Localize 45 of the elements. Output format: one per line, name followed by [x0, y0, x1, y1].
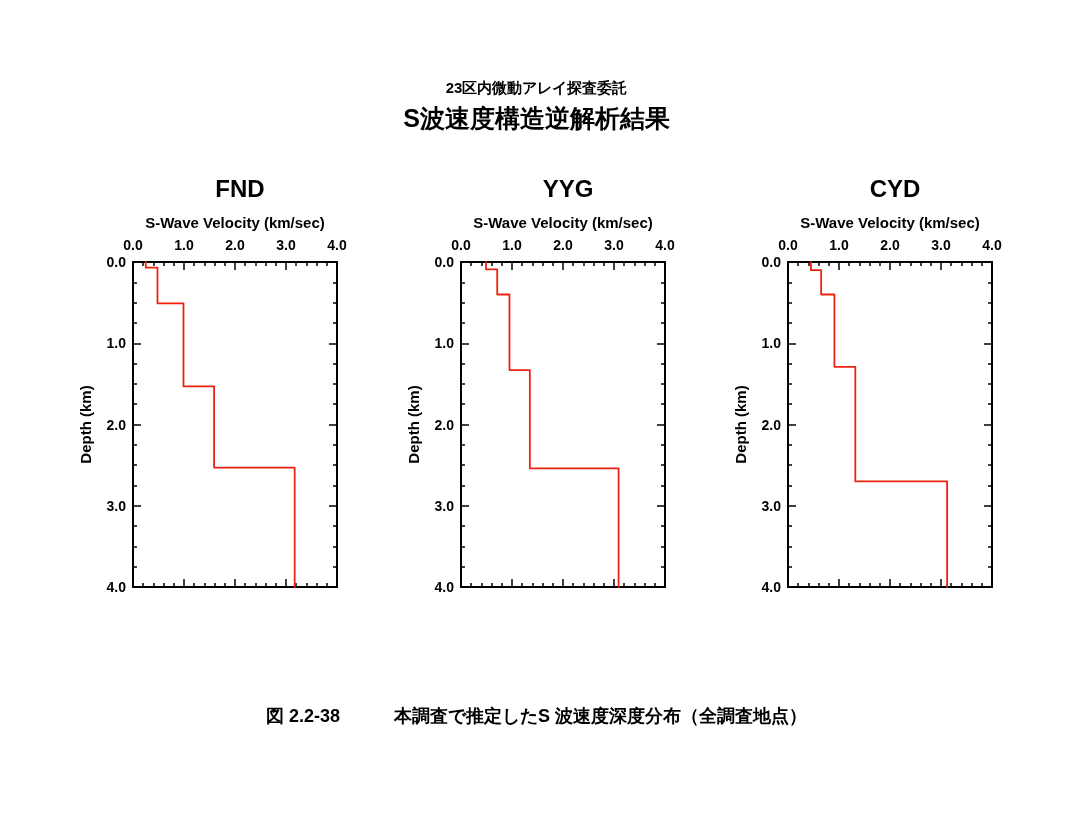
x-tick-label: 2.0	[552, 237, 573, 253]
y-tick-label: 2.0	[434, 416, 454, 433]
x-axis-title: S-Wave Velocity (km/sec)	[145, 214, 325, 231]
x-axis-title: S-Wave Velocity (km/sec)	[800, 214, 980, 231]
x-tick-label: 4.0	[327, 237, 347, 253]
y-tick-label: 0.0	[434, 254, 454, 270]
y-tick-label: 2.0	[106, 416, 127, 433]
y-tick-label: 1.0	[106, 335, 127, 352]
x-tick-label: 3.0	[931, 237, 951, 253]
x-tick-label: 0.0	[778, 237, 798, 253]
x-tick-label: 2.0	[225, 237, 245, 253]
y-tick-label: 4.0	[434, 579, 454, 595]
x-tick-label: 1.0	[829, 237, 849, 253]
y-tick-label: 0.0	[761, 254, 782, 270]
x-tick-label: 4.0	[654, 237, 675, 253]
y-tick-label: 1.0	[434, 335, 454, 352]
y-tick-label: 4.0	[761, 579, 782, 595]
y-axis-title: Depth (km)	[732, 385, 749, 464]
x-axis-title: S-Wave Velocity (km/sec)	[472, 214, 653, 231]
chart-title: YYG	[542, 174, 593, 202]
chart-title: FND	[215, 174, 265, 202]
y-tick-label: 4.0	[106, 579, 127, 595]
x-tick-label: 4.0	[982, 237, 1002, 253]
y-tick-label: 3.0	[761, 497, 782, 514]
y-tick-label: 3.0	[434, 497, 454, 514]
line-series	[484, 261, 619, 588]
x-tick-label: 2.0	[880, 237, 900, 253]
caption: 図 2.2-38 本調査で推定したS 波速度深度分布（全調査地点）	[264, 705, 808, 728]
text: S波速度構造逆解析結果	[402, 103, 671, 134]
line-series	[144, 261, 296, 588]
line-series	[810, 261, 949, 588]
x-tick-label: 1.0	[174, 237, 194, 253]
y-tick-label: 2.0	[761, 416, 782, 433]
y-axis-title: Depth (km)	[77, 385, 94, 464]
y-tick-label: 3.0	[106, 497, 127, 514]
x-tick-label: 0.0	[123, 237, 143, 253]
y-axis-title: Depth (km)	[404, 385, 422, 464]
chart-title: CYD	[869, 174, 921, 202]
x-tick-label: 1.0	[501, 237, 522, 253]
x-tick-label: 3.0	[276, 237, 296, 253]
x-tick-label: 3.0	[603, 237, 624, 253]
text: 23区内微動アレイ探査委託	[444, 78, 629, 98]
y-tick-label: 1.0	[761, 335, 782, 352]
y-tick-label: 0.0	[106, 254, 127, 270]
x-tick-label: 0.0	[450, 237, 471, 253]
